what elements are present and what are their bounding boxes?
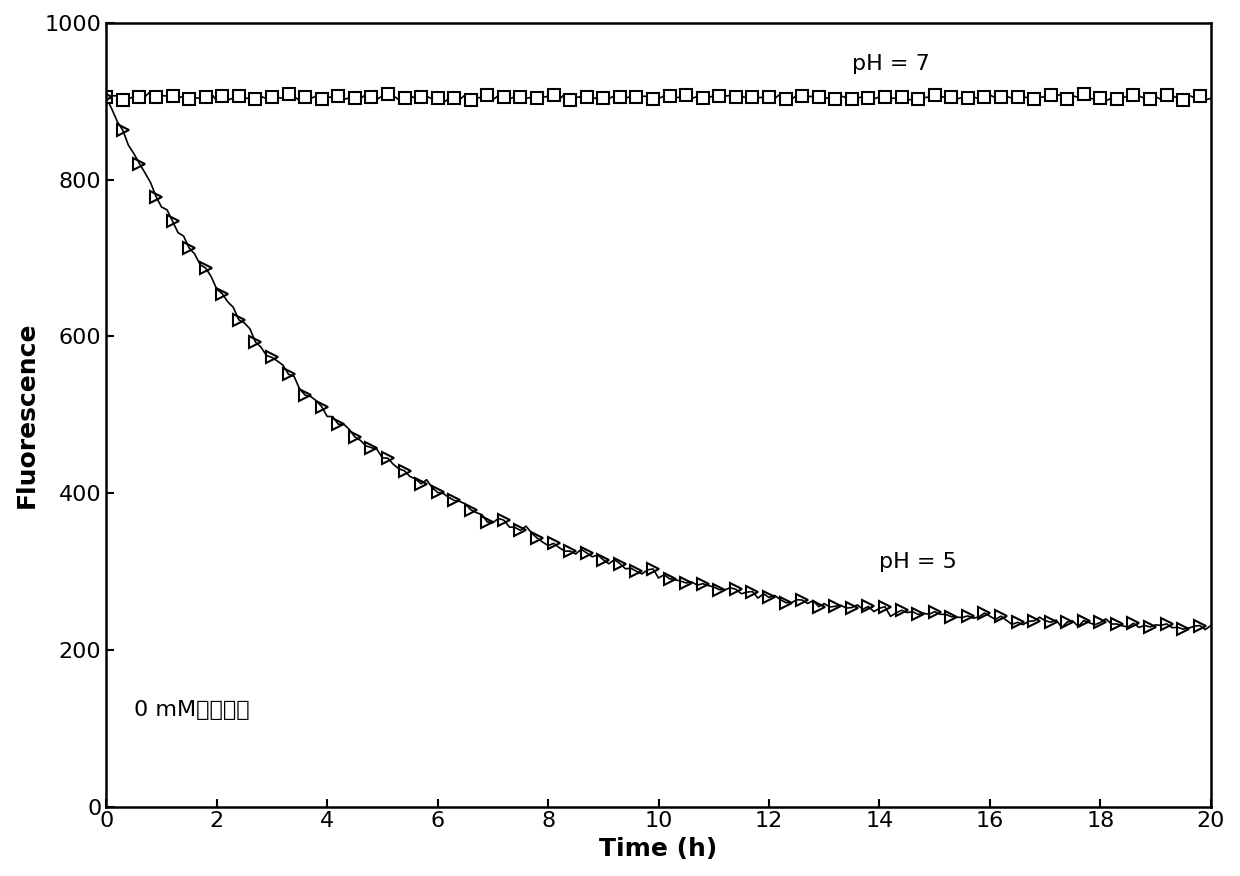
Y-axis label: Fluorescence: Fluorescence [15, 321, 38, 508]
Text: 0 mM谷胱甘肽: 0 mM谷胱甘肽 [134, 701, 249, 720]
X-axis label: Time (h): Time (h) [599, 837, 718, 861]
Text: pH = 7: pH = 7 [852, 54, 930, 74]
Text: pH = 5: pH = 5 [879, 552, 957, 572]
